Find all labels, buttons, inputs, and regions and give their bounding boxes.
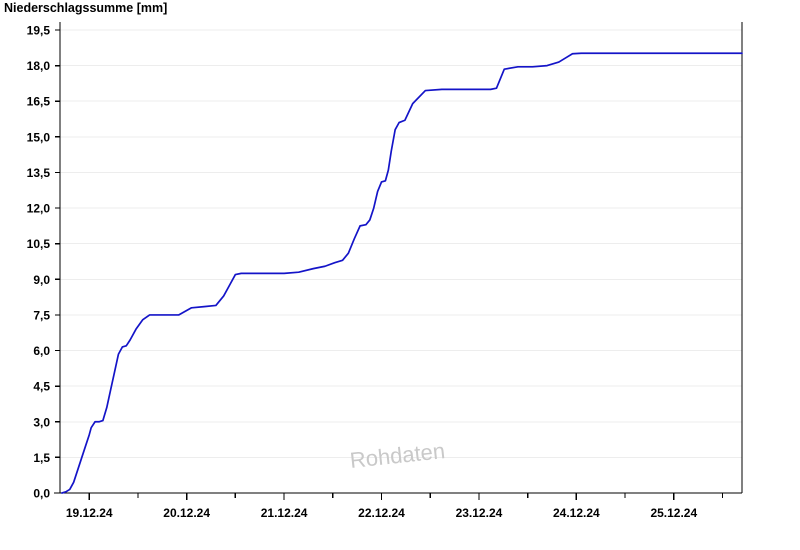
- y-tick-label: 6,0: [33, 344, 50, 358]
- y-axis-tick-labels: 0,0 1,5 3,0 4,5 6,0 7,5 9,0 10,5 12,0 13,5 15,0 16,…: [27, 24, 51, 501]
- y-tick-label: 3,0: [33, 415, 50, 429]
- y-tick-label: 10,5: [27, 237, 51, 251]
- x-axis-tick-labels: 19.12.24 20.12.24 21.12.24 22.12.24 23.12.24…: [66, 506, 698, 520]
- y-tick-label: 1,5: [33, 451, 50, 465]
- y-tick-label: 15,0: [27, 130, 51, 144]
- axis-lines: [54, 22, 743, 494]
- chart-title: Niederschlagssumme [mm]: [4, 1, 168, 15]
- y-tick-label: 18,0: [27, 59, 51, 73]
- y-tick-label: 0,0: [33, 487, 50, 501]
- y-tick-label: 4,5: [33, 380, 50, 394]
- gridlines: [60, 29, 742, 458]
- x-tick-label: 21.12.24: [261, 506, 308, 520]
- x-tick-label: 19.12.24: [66, 506, 113, 520]
- y-tick-label: 9,0: [33, 273, 50, 287]
- x-tick-label: 22.12.24: [358, 506, 405, 520]
- y-tick-label: 19,5: [27, 24, 51, 38]
- precipitation-sum-series: [61, 52, 743, 494]
- x-tick-label: 23.12.24: [456, 506, 503, 520]
- y-tick-label: 12,0: [27, 202, 51, 216]
- y-tick-label: 13,5: [27, 166, 51, 180]
- y-tick-label: 16,5: [27, 95, 51, 109]
- x-tick-label: 20.12.24: [163, 506, 210, 520]
- y-tick-label: 7,5: [33, 308, 50, 322]
- axis-tick-marks: [55, 29, 724, 500]
- x-tick-label: 25.12.24: [650, 506, 697, 520]
- x-tick-label: 24.12.24: [553, 506, 600, 520]
